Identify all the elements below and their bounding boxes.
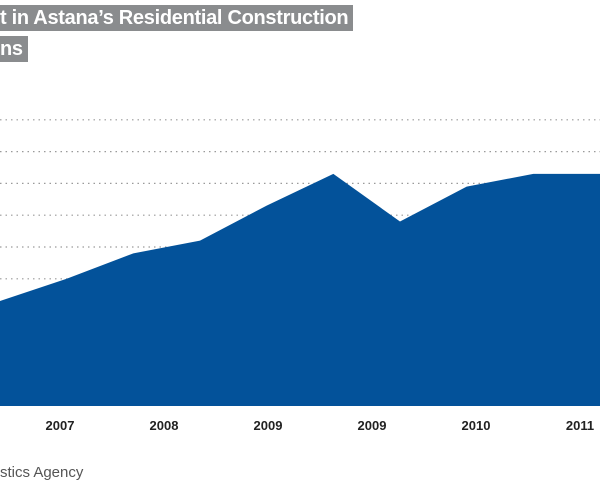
x-tick-label: 2008 bbox=[150, 418, 179, 433]
chart-title-line-1: t in Astana’s Residential Construction bbox=[0, 5, 354, 31]
series-area bbox=[0, 173, 600, 406]
x-tick-label: 2009 bbox=[358, 418, 387, 433]
x-axis-ticks: 2007 2008 2009 2009 2010 2011 bbox=[46, 418, 595, 433]
x-tick-label: 2010 bbox=[462, 418, 491, 433]
x-tick-label: 2011 bbox=[566, 418, 594, 433]
x-tick-label: 2007 bbox=[46, 418, 75, 433]
source-note: stics Agency bbox=[0, 464, 84, 481]
chart-title-line-2: ns bbox=[0, 36, 28, 62]
x-tick-label: 2009 bbox=[254, 418, 283, 433]
